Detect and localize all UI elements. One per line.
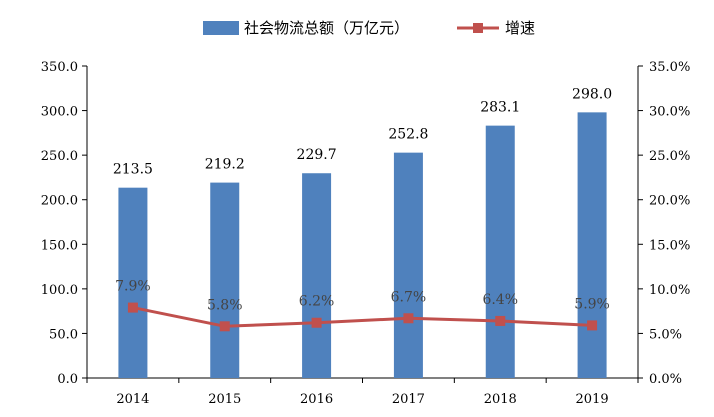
x-tick-label: 2019 [576, 392, 609, 407]
legend: 社会物流总额（万亿元） 增速 [203, 19, 535, 37]
growth-value-label: 5.8% [207, 297, 243, 313]
x-tick-label: 2018 [484, 392, 517, 407]
left-tick-label: 0.0 [57, 372, 78, 387]
left-tick-label: 150.0 [41, 238, 78, 253]
bar-value-label: 298.0 [572, 86, 612, 102]
line-labels: 7.9% 5.8% 6.2% 6.7% 6.4% 5.9% [115, 279, 610, 314]
growth-marker [403, 313, 414, 324]
growth-value-label: 6.7% [391, 289, 427, 305]
bar-value-label: 283.1 [480, 100, 520, 116]
bar-value-label: 213.5 [113, 162, 153, 178]
right-tick-label: 0.0% [649, 372, 682, 387]
bar [210, 182, 240, 378]
bar-labels: 213.5 219.2 229.7 252.8 283.1 298.0 [113, 86, 612, 177]
right-tick-label: 25.0% [649, 149, 690, 164]
x-tick-label: 2017 [392, 392, 425, 407]
legend-bar-label: 社会物流总额（万亿元） [244, 19, 409, 37]
left-axis-ticks: 0.0 50.0 100.0 150.0 200.0 250.0 300.0 350.0 [41, 60, 87, 387]
left-tick-label: 50.0 [49, 327, 78, 342]
growth-polyline [132, 306, 593, 328]
right-tick-label: 10.0% [649, 283, 690, 298]
growth-value-label: 6.4% [482, 292, 518, 308]
x-axis-ticks: 2014 2015 2016 2017 2018 2019 [86, 378, 639, 407]
growth-line [127, 302, 598, 332]
left-tick-label: 100.0 [41, 283, 78, 298]
growth-marker [495, 315, 506, 326]
axes [86, 66, 639, 379]
x-tick-label: 2014 [116, 392, 149, 407]
growth-marker [127, 302, 138, 313]
growth-marker [311, 317, 322, 328]
growth-value-label: 6.2% [299, 294, 335, 310]
bar [118, 187, 148, 378]
bar [485, 125, 515, 379]
bar-value-label: 219.2 [205, 157, 245, 173]
bar [393, 152, 423, 378]
bar [577, 112, 607, 379]
left-tick-label: 300.0 [41, 105, 78, 120]
bar [302, 173, 332, 378]
legend-line-marker [473, 23, 483, 33]
x-tick-label: 2015 [208, 392, 241, 407]
right-tick-label: 20.0% [649, 194, 690, 209]
left-tick-label: 350.0 [41, 60, 78, 75]
left-tick-label: 200.0 [41, 194, 78, 209]
bar-value-label: 229.7 [297, 147, 337, 163]
bar-value-label: 252.8 [388, 127, 428, 143]
bars [118, 112, 607, 379]
growth-marker [587, 320, 598, 331]
x-tick-label: 2016 [300, 392, 333, 407]
right-tick-label: 5.0% [649, 327, 682, 342]
legend-line-label: 增速 [505, 19, 535, 37]
growth-marker [219, 321, 230, 332]
right-tick-label: 30.0% [649, 105, 690, 120]
right-tick-label: 15.0% [649, 238, 690, 253]
right-axis-ticks: 0.0% 5.0% 10.0% 15.0% 20.0% 25.0% 30.0% 35.0% [638, 60, 690, 387]
right-tick-label: 35.0% [649, 60, 690, 75]
legend-bar-swatch [203, 21, 239, 35]
growth-value-label: 7.9% [115, 279, 151, 295]
growth-value-label: 5.9% [574, 296, 610, 312]
left-tick-label: 250.0 [41, 149, 78, 164]
